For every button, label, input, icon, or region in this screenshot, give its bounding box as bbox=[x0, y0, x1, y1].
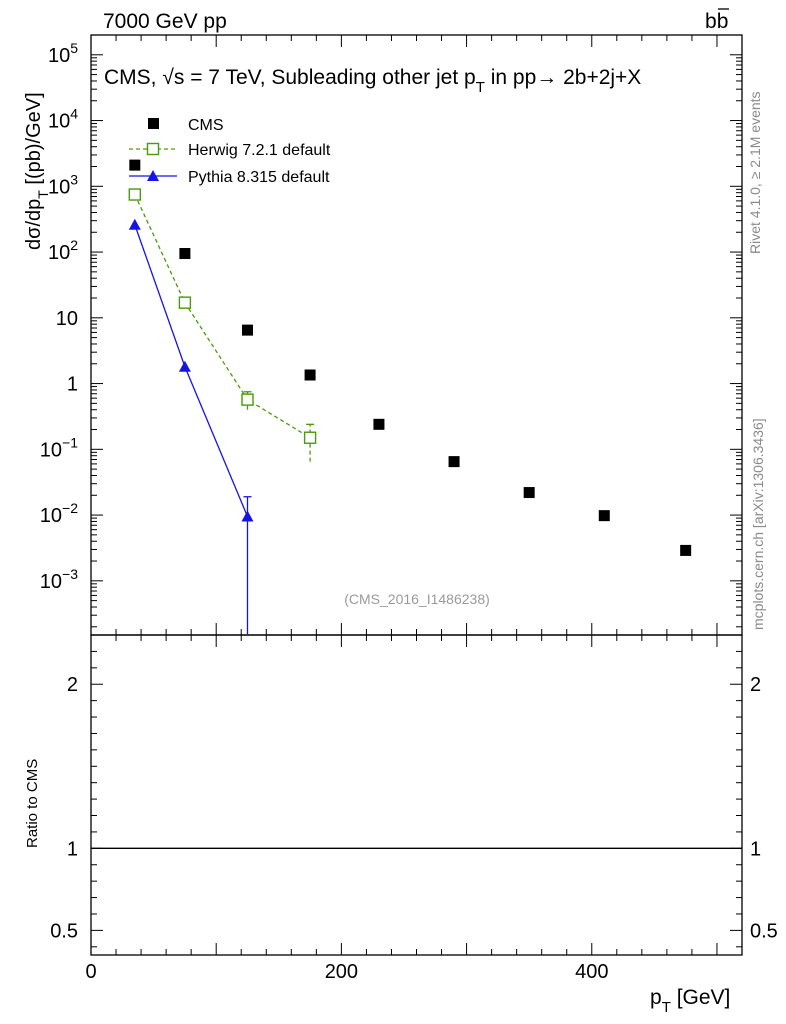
data-point bbox=[241, 393, 254, 406]
y-tick-label-exponent: 2 bbox=[70, 237, 78, 253]
series-line-herwig bbox=[134, 194, 311, 439]
y-tick-label-base: 10 bbox=[48, 242, 70, 264]
title-mid: = 7 TeV, Subleading other jet p bbox=[184, 66, 475, 89]
data-point bbox=[178, 360, 191, 372]
data-point bbox=[178, 296, 192, 309]
data-point bbox=[680, 544, 692, 556]
rivet-version-label: Rivet 4.1.0, ≥ 2.1M events bbox=[747, 91, 763, 254]
data-point bbox=[598, 510, 610, 522]
title-suffix: in pp→ 2b+2j+X bbox=[485, 66, 641, 89]
title-sub: T bbox=[476, 79, 485, 96]
y-tick-label-ratio-right: 1 bbox=[750, 838, 761, 860]
data-point bbox=[129, 159, 141, 171]
y-tick-label-ratio-left: 0.5 bbox=[50, 920, 78, 942]
x-axis-label: pT [GeV] bbox=[650, 986, 730, 1016]
x-label-unit: [GeV] bbox=[671, 986, 731, 1009]
ratio-plot-frame bbox=[90, 634, 743, 956]
data-point bbox=[128, 218, 141, 230]
title-s: s bbox=[174, 66, 185, 89]
y-axis-label-main: dσ/dpT [(pb)/GeV] bbox=[23, 92, 51, 250]
y-tick-label-exponent: 4 bbox=[70, 106, 78, 122]
legend-herwig-label: Herwig 7.2.1 default bbox=[188, 142, 331, 159]
data-point bbox=[373, 418, 385, 430]
x-label-text: p bbox=[650, 986, 662, 1009]
series-herwig bbox=[128, 188, 317, 462]
data-point bbox=[241, 510, 254, 522]
legend-herwig-marker bbox=[146, 142, 160, 156]
series-pythia bbox=[128, 218, 254, 635]
legend-pythia-marker bbox=[147, 170, 159, 181]
chart-title: CMS, √s = 7 TeV, Subleading other jet pT… bbox=[104, 66, 641, 96]
y-tick-label-exponent: −3 bbox=[62, 566, 78, 582]
header-process-label: bb bbox=[705, 10, 728, 33]
y-tick-label-main: 105 bbox=[48, 40, 78, 67]
y-tick-label-base: 10 bbox=[56, 308, 78, 330]
legend: CMS Herwig 7.2.1 default Pythia 8.315 de… bbox=[129, 117, 331, 186]
x-tick-label: 0 bbox=[85, 961, 96, 983]
y-tick-label-exponent: −2 bbox=[62, 500, 78, 516]
y-tick-label-main: 10−2 bbox=[40, 500, 78, 527]
data-point bbox=[303, 431, 317, 444]
legend-cms-marker bbox=[148, 118, 159, 129]
y-tick-label-exponent: 5 bbox=[70, 40, 78, 56]
y-tick-label-ratio-right: 0.5 bbox=[750, 920, 778, 942]
y-tick-label-base: 1 bbox=[67, 374, 78, 396]
y-tick-label-base: 10 bbox=[48, 176, 70, 198]
y-tick-label-main: 1 bbox=[67, 374, 78, 396]
ratio-axes: 2 2 1 1 0.5 0.5 bbox=[50, 634, 778, 948]
y-label-main-unit: [(pb)/GeV] bbox=[23, 92, 45, 190]
data-point bbox=[304, 369, 316, 381]
y-tick-label-main: 10−1 bbox=[40, 434, 78, 461]
y-label-main-text: dσ/dp bbox=[23, 199, 45, 250]
y-axis-label-ratio: Ratio to CMS bbox=[24, 759, 41, 848]
data-point bbox=[128, 188, 142, 201]
y-tick-label-exponent: −1 bbox=[62, 434, 78, 450]
analysis-watermark: (CMS_2016_I1486238) bbox=[344, 591, 490, 607]
x-axis: 0 200 400 bbox=[85, 35, 743, 983]
series-line-pythia bbox=[134, 224, 249, 517]
series-cms bbox=[129, 159, 692, 556]
header-process-bbar: b bbox=[717, 10, 729, 33]
y-tick-label-base: 10 bbox=[48, 111, 70, 133]
mcplots-reference-label: mcplots.cern.ch [arXiv:1306.3436] bbox=[750, 418, 766, 630]
y-tick-label-ratio-right: 2 bbox=[750, 674, 761, 696]
y-label-main-sub: T bbox=[35, 190, 51, 199]
y-tick-label-ratio-left: 1 bbox=[67, 838, 78, 860]
y-tick-label-main: 10−3 bbox=[40, 566, 78, 593]
data-point bbox=[179, 248, 191, 260]
y-tick-label-base: 10 bbox=[40, 571, 62, 593]
data-point bbox=[523, 487, 535, 499]
x-label-sub: T bbox=[662, 999, 671, 1016]
y-tick-label-main: 10 bbox=[56, 308, 78, 330]
y-tick-label-exponent: 3 bbox=[70, 171, 78, 187]
legend-pythia-label: Pythia 8.315 default bbox=[188, 169, 330, 186]
y-tick-label-main: 102 bbox=[48, 237, 78, 264]
y-tick-label-ratio-left: 2 bbox=[67, 674, 78, 696]
data-point bbox=[241, 324, 253, 336]
header-process-b: b bbox=[705, 10, 717, 33]
title-prefix: CMS, bbox=[104, 66, 162, 89]
x-tick-label: 200 bbox=[325, 961, 358, 983]
y-tick-label-base: 10 bbox=[48, 45, 70, 67]
legend-cms-label: CMS bbox=[188, 117, 224, 134]
data-point bbox=[448, 456, 460, 468]
x-tick-label: 400 bbox=[575, 961, 608, 983]
title-sqrt: √ bbox=[162, 66, 174, 89]
y-tick-label-base: 10 bbox=[40, 439, 62, 461]
header-energy-label: 7000 GeV pp bbox=[103, 10, 227, 33]
y-tick-label-main: 104 bbox=[48, 106, 78, 133]
y-tick-label-main: 103 bbox=[48, 171, 78, 198]
y-tick-label-base: 10 bbox=[40, 505, 62, 527]
series-layer bbox=[128, 159, 692, 635]
